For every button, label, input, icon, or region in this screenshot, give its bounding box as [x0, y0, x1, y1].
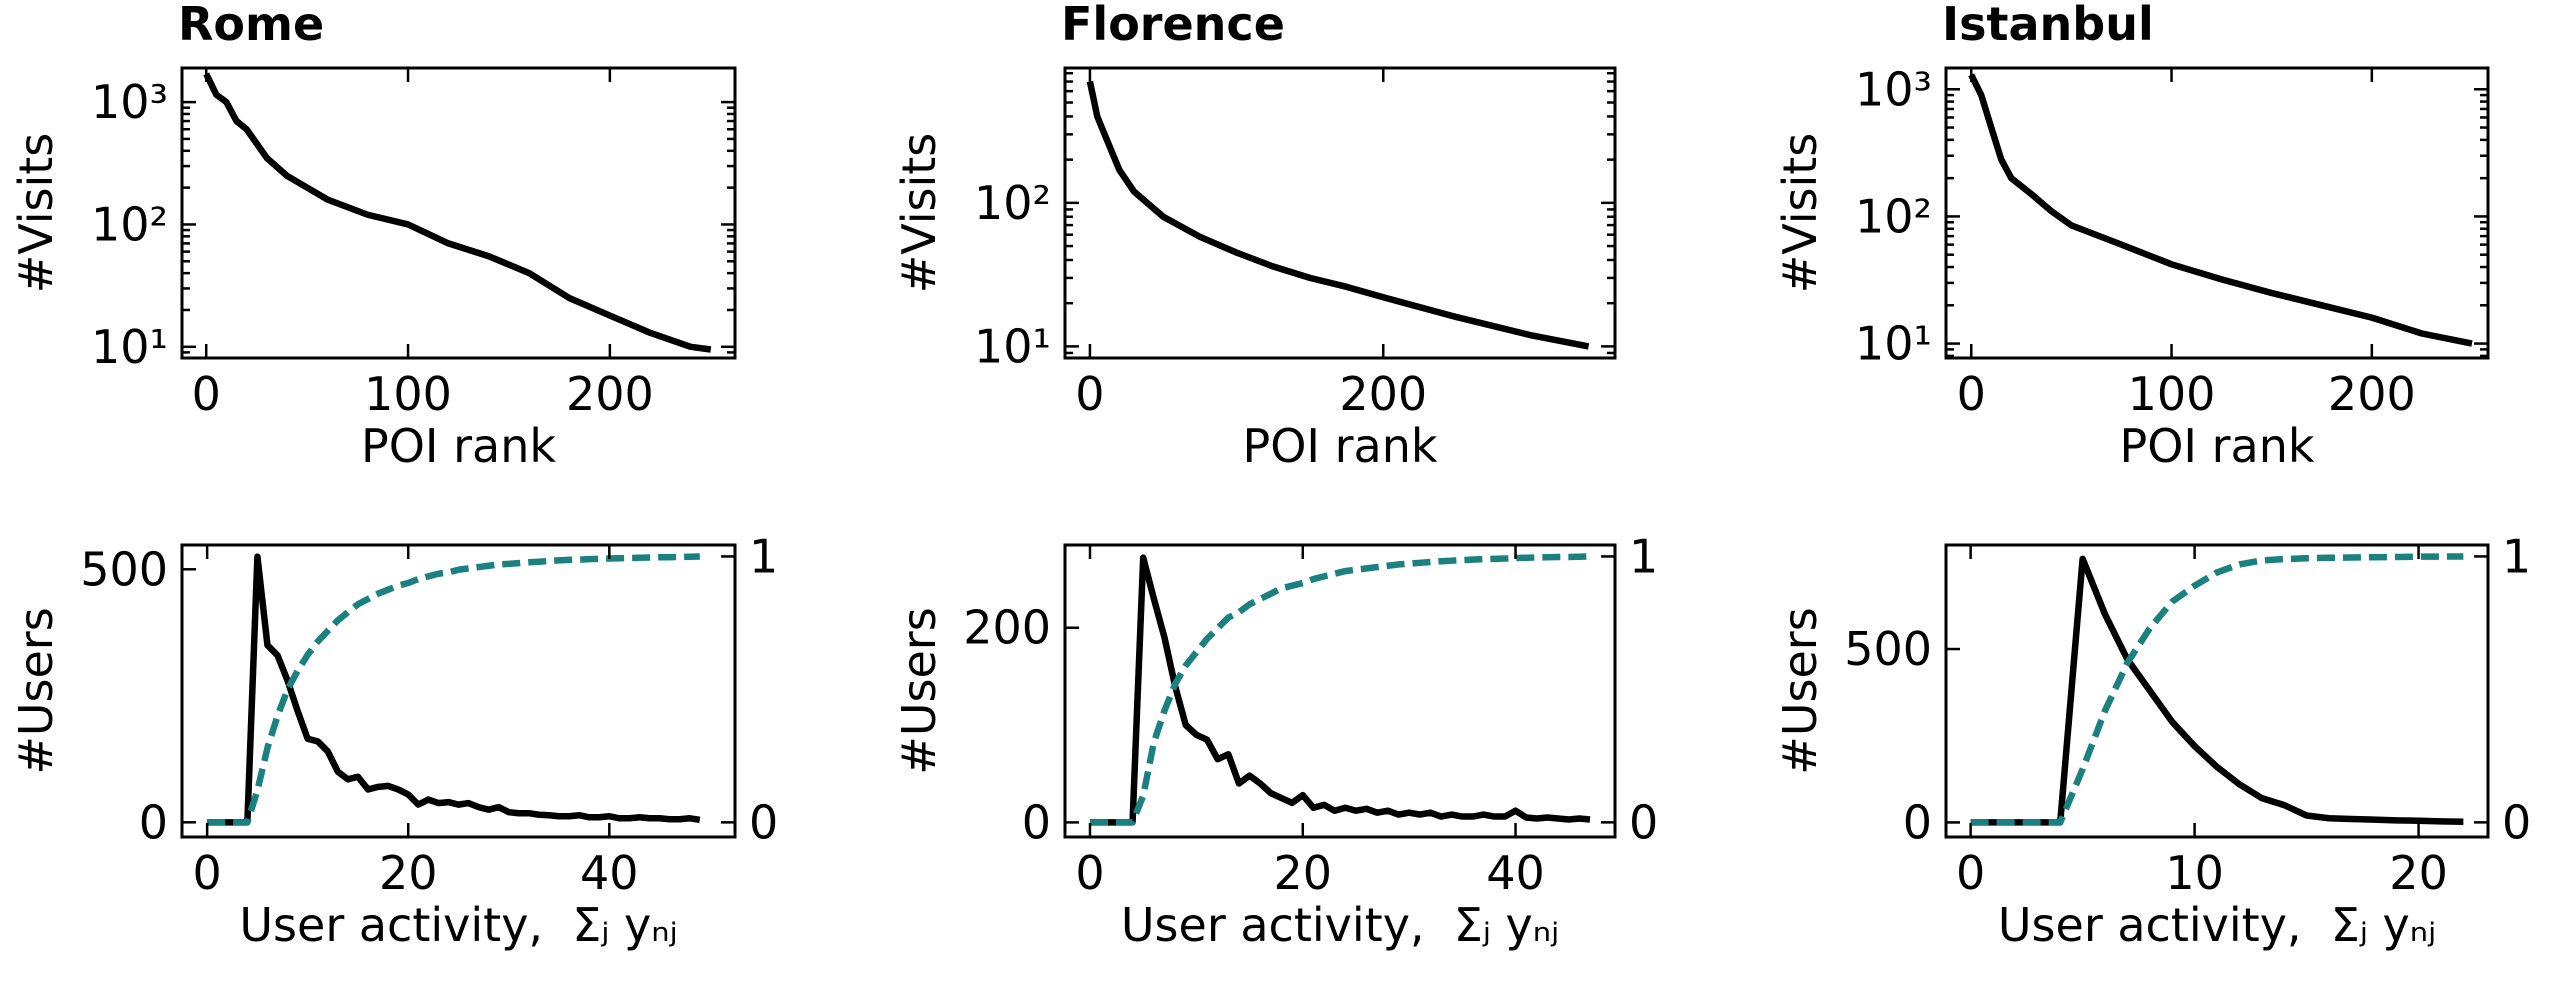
plot-frame [1063, 543, 1617, 839]
y-tick-label: 10¹ [1855, 317, 1932, 371]
x-tick-label: 0 [1075, 367, 1104, 421]
panel: 0 200 10¹ 10² Florence POI rank #Visits [892, 0, 1617, 473]
x-tick-label: 10 [2165, 846, 2224, 900]
x-tick-label: 20 [1273, 846, 1332, 900]
x-tick-label: 20 [379, 846, 438, 900]
y-tick-label: 10¹ [974, 319, 1051, 373]
y-axis-label: #Visits [9, 133, 63, 294]
x-tick-label: 0 [192, 846, 221, 900]
y-axis-label: #Users [892, 607, 946, 774]
y2-tick-label: 0 [1629, 795, 1658, 849]
y-axis-label: #Visits [892, 133, 946, 294]
line-series [1090, 553, 1591, 826]
y-tick-label: 10² [974, 176, 1051, 230]
y2-tick-label: 1 [1629, 529, 1658, 583]
x-tick-label: 0 [1956, 846, 1985, 900]
x-axis-label: User activity, Σⱼ yₙⱼ [1121, 898, 1559, 952]
chart-title: Florence [1061, 0, 1285, 51]
x-tick-label: 20 [2389, 846, 2448, 900]
y-tick-label: 0 [139, 795, 168, 849]
line-series [207, 553, 701, 826]
plot-frame [1944, 66, 2490, 360]
y2-tick-label: 0 [749, 795, 778, 849]
x-tick-label: 100 [364, 367, 452, 421]
y2-tick-label: 1 [749, 529, 778, 583]
y-tick-label: 10² [1855, 189, 1932, 243]
y-axis-label: #Users [1773, 607, 1827, 774]
panel: 0 10 20 0 500 0 1 User activity, Σⱼ yₙⱼ #Users [1773, 529, 2531, 952]
y-tick-label: 0 [1903, 795, 1932, 849]
line-series [207, 553, 700, 826]
x-tick-label: 200 [2328, 367, 2416, 421]
y-axis-label: #Visits [1773, 133, 1827, 294]
plot-frame [180, 543, 737, 839]
x-axis-label: User activity, Σⱼ yₙⱼ [1998, 898, 2436, 952]
line-series [203, 72, 712, 353]
line-series [1090, 554, 1591, 826]
chart-title: Istanbul [1942, 0, 2154, 51]
x-axis-label: User activity, Σⱼ yₙⱼ [239, 898, 677, 952]
y-tick-label: 10¹ [91, 320, 168, 374]
y-tick-label: 500 [80, 542, 168, 596]
panel: 0 20 40 0 500 0 1 User activity, Σⱼ yₙⱼ #Users [9, 529, 778, 952]
x-axis-label: POI rank [2119, 419, 2314, 473]
line-series [1086, 80, 1590, 350]
x-tick-label: 0 [1957, 367, 1986, 421]
y2-tick-label: 0 [2502, 795, 2531, 849]
x-tick-label: 0 [1075, 846, 1104, 900]
y-tick-label: 10³ [91, 75, 168, 129]
y-tick-label: 0 [1022, 795, 1051, 849]
x-tick-label: 0 [192, 367, 221, 421]
x-axis-label: POI rank [1242, 419, 1437, 473]
plot-frame [180, 66, 737, 360]
y-axis-label: #Users [9, 607, 63, 774]
x-tick-label: 40 [1486, 846, 1545, 900]
chart-title: Rome [178, 0, 324, 51]
x-tick-label: 200 [566, 367, 654, 421]
y-tick-label: 10² [91, 197, 168, 251]
line-series [1970, 555, 2464, 826]
x-axis-label: POI rank [361, 419, 556, 473]
y-tick-label: 500 [1844, 622, 1932, 676]
y-tick-label: 200 [963, 601, 1051, 655]
x-tick-label: 200 [1339, 367, 1427, 421]
x-tick-label: 100 [2128, 367, 2216, 421]
x-tick-label: 40 [580, 846, 639, 900]
plot-frame [1944, 543, 2490, 839]
line-series [1968, 73, 2473, 347]
y-tick-label: 10³ [1855, 62, 1932, 116]
line-series [1970, 553, 2464, 826]
plot-frame [1063, 66, 1617, 360]
y2-tick-label: 1 [2502, 529, 2531, 583]
